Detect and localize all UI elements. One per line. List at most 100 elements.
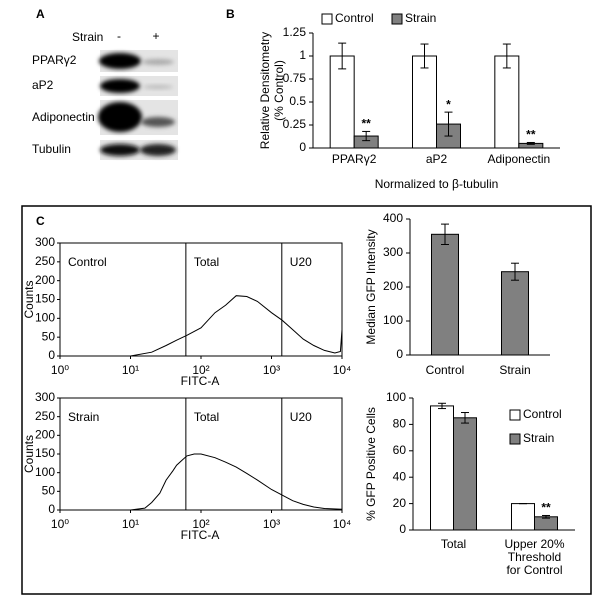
blot-image: [98, 50, 178, 160]
x-tick-label: Control: [425, 363, 465, 377]
error-bar: [502, 43, 511, 69]
x-tick-label: Total: [440, 537, 467, 551]
y-tick-label: 100: [386, 390, 406, 404]
blot-row-label: aP2: [32, 78, 54, 92]
error-bar: [461, 412, 469, 424]
error-bar: [362, 130, 371, 142]
y-tick-label: 200: [35, 273, 55, 287]
y-tick-label: 100: [383, 313, 403, 327]
bar: [430, 405, 454, 531]
legend-label: Control: [335, 11, 374, 25]
error-bar: [444, 111, 453, 137]
y-tick-label: 0.75: [283, 71, 307, 85]
gate-label: U20: [290, 410, 312, 424]
x-tick-label: PPARγ2: [331, 152, 377, 166]
y-axis-title: Counts: [22, 435, 36, 473]
bar: [501, 271, 529, 356]
y-tick-label: 0: [299, 140, 306, 154]
y-tick-label: 40: [393, 469, 407, 483]
y-tick-label: 0: [396, 347, 403, 361]
y-tick-label: 300: [35, 235, 55, 249]
error-bar: [542, 514, 550, 519]
y-tick-label: 80: [393, 417, 407, 431]
x-tick-label: 10³: [263, 363, 280, 377]
x-tick-label: 10⁴: [333, 517, 352, 531]
y-tick-label: 0.5: [289, 94, 306, 108]
panel-label: C: [36, 214, 45, 228]
blot-row-label: Tubulin: [32, 142, 71, 156]
x-tick-label: Adiponectin: [487, 152, 551, 166]
y-tick-label: 250: [35, 409, 55, 423]
x-tick-label: 10¹: [122, 517, 139, 531]
x-axis-title: FITC-A: [181, 374, 220, 388]
y-axis-title: Counts: [22, 280, 36, 318]
x-tick-label: 10⁴: [333, 363, 352, 377]
y-axis-title: Relative Densitometry: [258, 32, 272, 149]
bar: [431, 233, 459, 356]
legend-swatch: [509, 409, 521, 421]
x-tick-label: 10¹: [122, 363, 139, 377]
sample-label: Control: [68, 255, 107, 269]
significance: **: [541, 501, 551, 515]
panel-label: A: [36, 7, 45, 21]
x-tick-label: 10⁰: [51, 517, 69, 531]
gate-label: Total: [194, 410, 219, 424]
significance: **: [361, 117, 371, 131]
gate-label: Total: [194, 255, 219, 269]
x-tick-label: 10²: [192, 363, 209, 377]
y-axis-title: (% Control): [272, 60, 286, 121]
y-tick-label: 1: [299, 48, 306, 62]
x-tick-label: aP2: [425, 152, 448, 166]
bar: [329, 55, 355, 149]
x-axis-title: FITC-A: [181, 528, 220, 542]
blot-row-label: PPARγ2: [32, 53, 77, 67]
histogram-line: [130, 295, 343, 357]
x-axis-title: Normalized to β-tubulin: [375, 177, 499, 191]
panel-border: [21, 205, 592, 595]
y-tick-label: 0: [48, 502, 55, 516]
error-bar: [511, 262, 519, 281]
y-tick-label: 200: [383, 279, 403, 293]
x-tick-label: 10⁰: [51, 363, 69, 377]
error-bar: [526, 141, 535, 145]
y-tick-label: 300: [35, 390, 55, 404]
error-bar: [420, 43, 429, 69]
significance: **: [526, 128, 536, 142]
x-tick-label: 10²: [192, 517, 209, 531]
significance: *: [446, 97, 451, 111]
bar: [453, 417, 477, 531]
y-tick-label: 150: [35, 292, 55, 306]
y-tick-label: 100: [35, 311, 55, 325]
legend-swatch: [321, 13, 333, 25]
error-bar: [338, 42, 347, 70]
legend-swatch: [509, 433, 521, 445]
y-tick-label: 0: [399, 522, 406, 536]
error-bar: [441, 223, 449, 245]
y-tick-label: 0: [48, 348, 55, 362]
x-tick-label: Strain: [499, 363, 531, 377]
bar: [494, 55, 520, 149]
y-tick-label: 400: [383, 211, 403, 225]
y-tick-label: 1.25: [283, 25, 307, 39]
y-tick-label: 50: [42, 484, 56, 498]
bar: [534, 516, 558, 531]
y-tick-label: 0.25: [283, 117, 307, 131]
gate-label: U20: [290, 255, 312, 269]
y-axis-title: % GFP Positive Cells: [364, 407, 378, 521]
y-tick-label: 20: [393, 496, 407, 510]
blot-row-label: Adiponectin: [32, 110, 95, 124]
y-tick-label: 250: [35, 254, 55, 268]
y-tick-label: 150: [35, 446, 55, 460]
lane-label: -: [117, 29, 121, 43]
blot-treatment: Strain: [72, 30, 103, 44]
x-tick-label: Upper 20% Threshold for Control: [504, 537, 565, 577]
panel-label: B: [226, 7, 235, 21]
y-tick-label: 50: [42, 329, 56, 343]
y-tick-label: 100: [35, 465, 55, 479]
bar: [511, 503, 535, 531]
histogram-line: [130, 453, 343, 511]
legend-label: Strain: [523, 431, 554, 445]
legend-swatch: [391, 13, 403, 25]
